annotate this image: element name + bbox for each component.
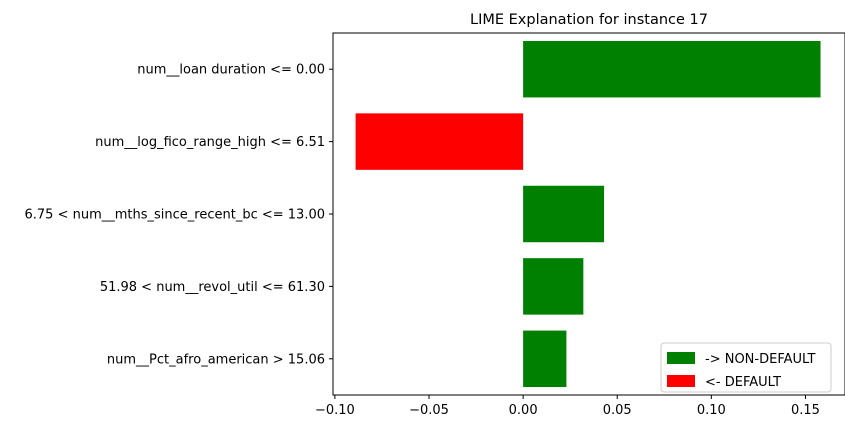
legend-label-non-default: -> NON-DEFAULT: [705, 352, 815, 367]
legend-swatch-default: [667, 375, 695, 387]
y-tick-label-2: 6.75 < num__mths_since_recent_bc <= 13.0…: [25, 208, 326, 223]
bar-3: [523, 258, 584, 315]
legend-label-default: <- DEFAULT: [705, 375, 781, 390]
legend: -> NON-DEFAULT <- DEFAULT: [660, 342, 832, 393]
y-tick-label-0: num__loan duration <= 0.00: [137, 63, 325, 78]
x-tick-label-3: 0.05: [603, 403, 632, 418]
bars-group: [355, 40, 821, 388]
y-tick-label-1: num__log_fico_range_high <= 6.51: [95, 135, 325, 150]
bar-2: [523, 185, 605, 243]
x-tick-label-0: −0.10: [315, 403, 355, 418]
y-tick-label-3: 51.98 < num__revol_util <= 61.30: [100, 280, 325, 295]
y-tick-labels: num__loan duration <= 0.00 num__log_fico_…: [25, 63, 333, 367]
chart-title: LIME Explanation for instance 17: [470, 12, 708, 28]
x-tick-label-2: 0.00: [509, 403, 538, 418]
x-tick-label-1: −0.05: [409, 403, 449, 418]
plot-frame: [332, 32, 845, 396]
x-ticks: −0.10 −0.05 0.00 0.05 0.10 0.15: [315, 395, 820, 418]
x-tick-label-4: 0.10: [697, 403, 726, 418]
legend-box: [660, 342, 832, 393]
bar-4: [523, 330, 567, 388]
bar-1: [355, 113, 524, 170]
y-tick-label-4: num__Pct_afro_american > 15.06: [107, 352, 325, 367]
x-tick-label-5: 0.15: [791, 403, 820, 418]
bar-0: [523, 40, 821, 98]
legend-swatch-non-default: [667, 352, 695, 364]
